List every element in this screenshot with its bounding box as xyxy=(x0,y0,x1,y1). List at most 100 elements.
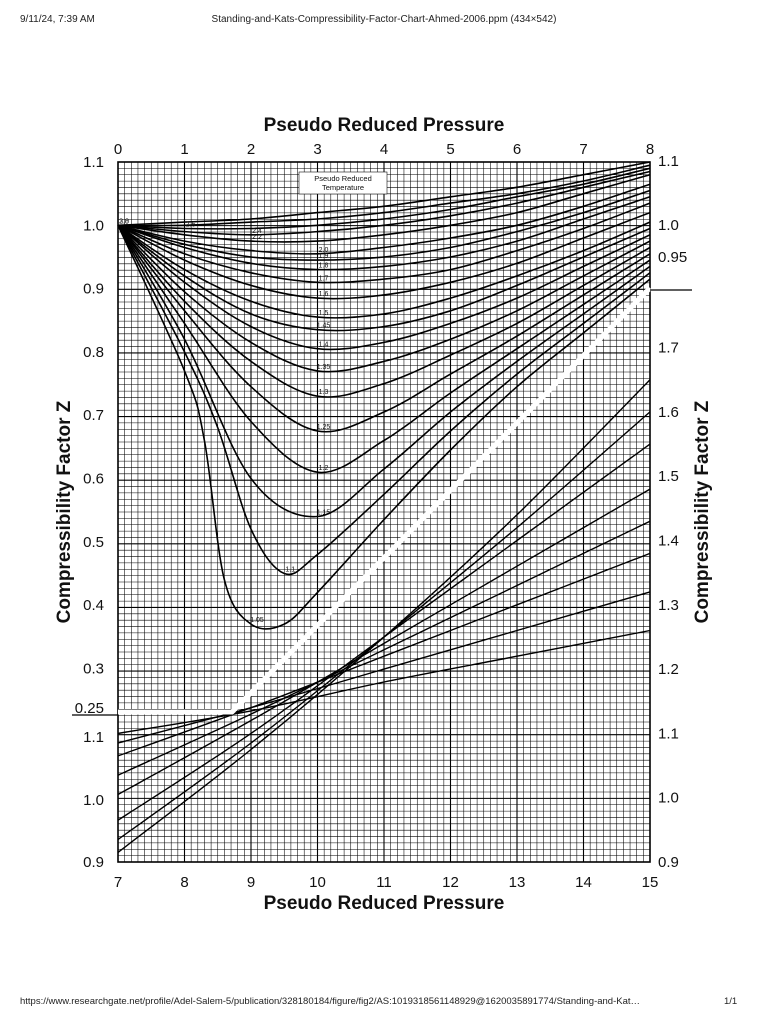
tpr-curve-label: 1.25 xyxy=(317,424,331,431)
left-axis-title: Compressibility Factor Z xyxy=(54,400,75,623)
tpr-curve-label: 2.8 xyxy=(119,218,129,225)
right-lower-tick-label: 1.3 xyxy=(658,597,679,614)
right-lower-tick-label: 0.9 xyxy=(658,854,679,871)
left-lower-tick-label: 1.0 xyxy=(83,792,104,809)
print-footer-url: https://www.researchgate.net/profile/Ade… xyxy=(20,996,641,1007)
left-tick-label: 1.0 xyxy=(83,217,104,234)
tpr-curve-1.9 xyxy=(117,189,651,261)
tpr-curve-label: 2.6 xyxy=(186,221,196,228)
left-tick-label: 0.8 xyxy=(83,344,104,361)
bottom-tick-label: 14 xyxy=(575,874,592,891)
tpr-curve-1.2 xyxy=(117,224,651,474)
tpr-curve-label: 1.6 xyxy=(319,291,329,298)
tpr-lower-curve-1.5 xyxy=(117,488,651,796)
legend-title-line-1: Pseudo Reduced xyxy=(314,174,372,183)
chart-grid xyxy=(117,161,651,863)
print-header-timestamp: 9/11/24, 7:39 AM xyxy=(20,14,95,25)
upper-curve-group: 3.02.8 2.6 2.42.2 2.01.9 1.8 1.7 1.6 1.5 1.45 1.4… xyxy=(117,161,651,630)
compressibility-chart: 3.02.8 2.62.42.22.01.91.81.71.61.51.451.4… xyxy=(54,115,713,914)
left-lower-tick-label: 0.25 xyxy=(75,700,104,717)
tpr-curve-2.4 xyxy=(117,170,651,236)
left-tick-label: 0.5 xyxy=(83,534,104,551)
right-lower-tick-label: 1.5 xyxy=(658,468,679,485)
tpr-curve-2.0 xyxy=(117,183,651,255)
left-tick-label: 0.3 xyxy=(83,660,104,677)
right-lower-tick-label: 1.7 xyxy=(658,340,679,357)
tpr-curve-label: 1.1 xyxy=(285,566,295,573)
print-footer-page-number: 1/1 xyxy=(724,996,738,1007)
tpr-curve-1.35 xyxy=(117,224,651,373)
tpr-lower-curve-2.0 xyxy=(117,552,651,757)
bottom-tick-label: 13 xyxy=(509,874,526,891)
bottom-tick-label: 10 xyxy=(309,874,326,891)
legend-title-line-2: Temperature xyxy=(322,183,364,192)
tpr-curve-label: 2.2 xyxy=(252,234,262,241)
tpr-curve-2.2 xyxy=(117,173,651,243)
bottom-tick-label: 8 xyxy=(180,874,188,891)
top-tick-label: 8 xyxy=(646,141,654,158)
tpr-curve-1.1 xyxy=(117,224,651,576)
tpr-curve-label: 2.4 xyxy=(252,228,262,235)
lower-curve-group xyxy=(117,379,651,853)
left-tick-label: 0.4 xyxy=(83,597,104,614)
left-tick-label: 0.6 xyxy=(83,471,104,488)
left-lower-tick-label: 0.9 xyxy=(83,854,104,871)
tick-labels: 0 1 2 3 4 5 6 7 87 8 9 10 11 12 13 14 151.11.00.90.80.70… xyxy=(75,141,687,891)
left-lower-tick-label: 1.1 xyxy=(83,729,104,746)
tpr-curve-1.4 xyxy=(117,224,651,351)
tpr-lower-curve-2.4 xyxy=(117,591,651,744)
tpr-curve-label: 1.9 xyxy=(319,253,329,260)
tpr-curve-label: 1.15 xyxy=(317,509,331,516)
right-axis-title: Compressibility Factor Z xyxy=(692,400,713,623)
tpr-lower-curve-1.05 xyxy=(117,379,651,853)
print-header-title: Standing-and-Kats-Compressibility-Factor… xyxy=(211,14,557,25)
right-lower-tick-label: 1.2 xyxy=(658,661,679,678)
tpr-curve-1.5 xyxy=(117,221,651,319)
tpr-curve-label: 1.35 xyxy=(317,364,331,371)
right-lower-tick-label: 1.6 xyxy=(658,404,679,421)
tpr-curve-1.3 xyxy=(117,224,651,398)
top-tick-label: 5 xyxy=(446,141,454,158)
tpr-curve-1.8 xyxy=(117,196,651,271)
right-lower-tick-label: 1.4 xyxy=(658,533,679,550)
tpr-curve-label: 1.05 xyxy=(250,617,264,624)
left-tick-label: 0.7 xyxy=(83,407,104,424)
tpr-curve-label: 1.2 xyxy=(319,465,329,472)
bottom-tick-label: 15 xyxy=(642,874,659,891)
left-tick-label: 0.9 xyxy=(83,281,104,298)
tpr-curve-label: 3.0 xyxy=(119,218,129,225)
tpr-curve-1.45 xyxy=(117,224,651,332)
top-tick-label: 1 xyxy=(180,141,188,158)
top-tick-label: 2 xyxy=(247,141,255,158)
tpr-curve-1.7 xyxy=(117,202,651,284)
left-tick-label: 1.1 xyxy=(83,154,104,171)
bottom-tick-label: 12 xyxy=(442,874,459,891)
tpr-curve-1.15 xyxy=(117,224,651,518)
bottom-tick-label: 9 xyxy=(247,874,255,891)
tpr-curve-label: 1.7 xyxy=(319,275,329,282)
bottom-tick-label: 11 xyxy=(376,874,392,891)
right-lower-tick-label: 1.0 xyxy=(658,790,679,807)
chart-overlay xyxy=(72,286,692,716)
tpr-curve-2.6 xyxy=(117,167,651,230)
chart-separator-band xyxy=(118,286,652,715)
tpr-curve-label: 1.3 xyxy=(319,389,329,396)
right-tick-label: 0.95 xyxy=(658,249,687,266)
tpr-curve-1.6 xyxy=(117,211,651,300)
tpr-curve-2.8 xyxy=(117,164,651,227)
tpr-curve-3.0 xyxy=(117,161,651,227)
tpr-curve-label: 1.8 xyxy=(319,263,329,270)
right-tick-label: 1.0 xyxy=(658,217,679,234)
legend-box: Pseudo Reduced Temperature xyxy=(298,171,388,195)
tpr-curve-1.05 xyxy=(117,224,651,630)
tpr-lower-curve-3.0 xyxy=(117,629,651,735)
bottom-axis-title: Pseudo Reduced Pressure xyxy=(264,893,505,914)
bottom-tick-label: 7 xyxy=(114,874,122,891)
top-tick-label: 6 xyxy=(513,141,521,158)
tpr-curve-label: 1.5 xyxy=(319,310,329,317)
tpr-lower-curve-1.7 xyxy=(117,520,651,776)
tpr-curve-1.25 xyxy=(117,224,651,433)
right-tick-label: 1.1 xyxy=(658,153,679,170)
top-axis-title: Pseudo Reduced Pressure xyxy=(264,115,505,136)
tpr-curve-label: 2.0 xyxy=(319,247,329,254)
